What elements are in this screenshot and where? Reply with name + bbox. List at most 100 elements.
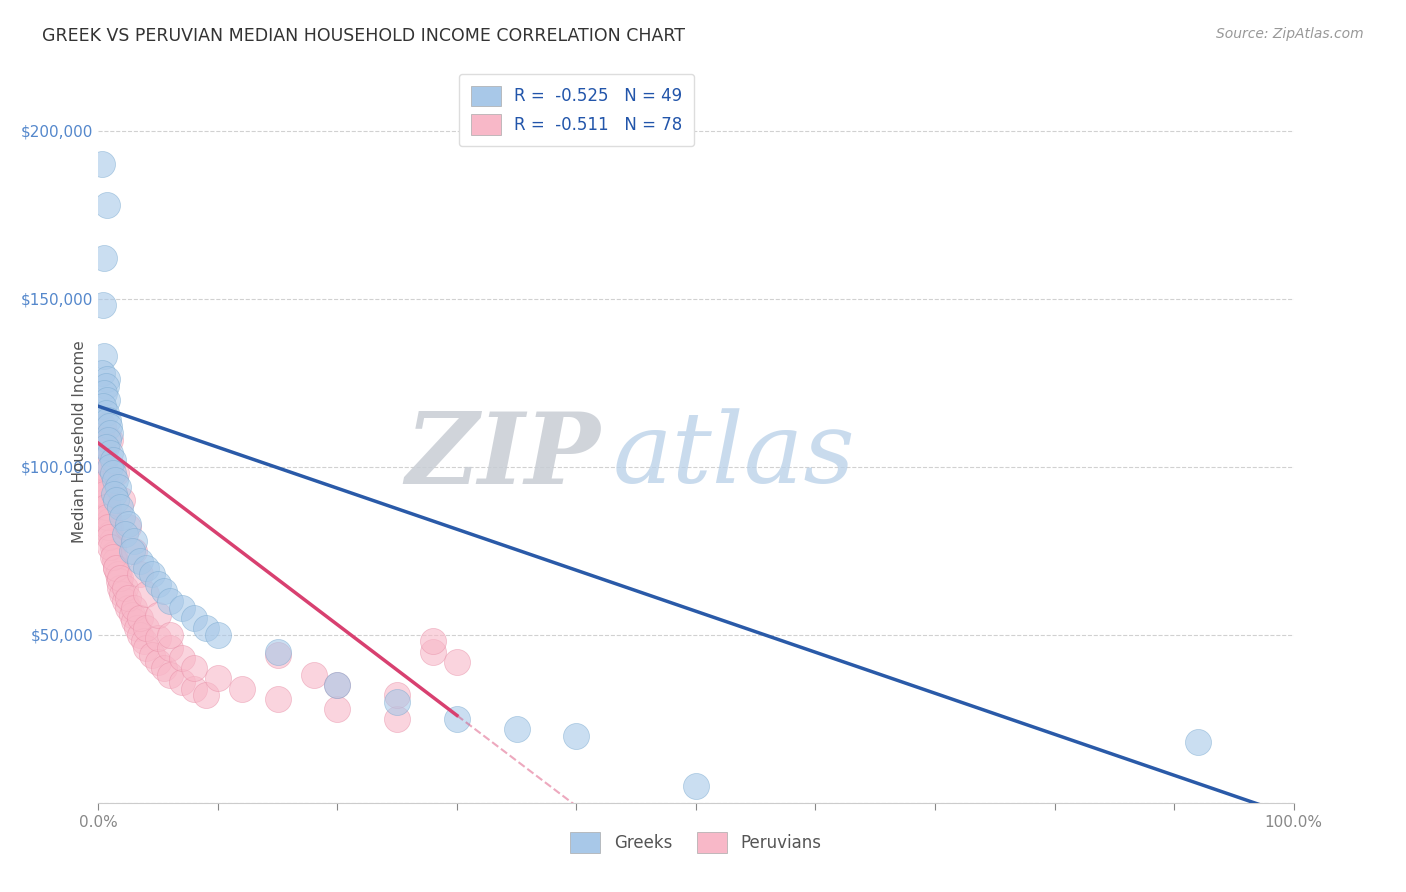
Point (101, 541, 124, 555)
Point (148, 655, 170, 669)
Point (124, 615, 146, 629)
Point (135, 641, 157, 656)
Point (91, 476, 114, 491)
Point (422, 634, 444, 648)
Point (114, 581, 136, 595)
Point (141, 648, 163, 662)
Point (121, 543, 143, 558)
Point (124, 533, 146, 548)
Point (103, 547, 125, 561)
Point (107, 480, 129, 494)
Point (96, 493, 118, 508)
Point (159, 641, 181, 656)
Point (98, 527, 122, 541)
Point (97, 507, 120, 521)
Point (326, 678, 349, 692)
Point (195, 688, 218, 702)
Point (129, 567, 152, 582)
Point (124, 543, 146, 558)
Point (114, 527, 136, 541)
Point (117, 520, 139, 534)
Point (105, 467, 128, 481)
Point (385, 688, 409, 702)
Point (111, 493, 134, 508)
Point (94, 476, 117, 491)
Point (94, 467, 117, 481)
Point (267, 691, 290, 706)
Point (129, 611, 152, 625)
Point (267, 644, 290, 658)
Point (159, 628, 181, 642)
Point (121, 607, 143, 622)
Point (326, 702, 349, 716)
Point (207, 628, 229, 642)
Point (132, 634, 155, 648)
Point (97, 433, 120, 447)
Point (94, 440, 117, 454)
Point (446, 655, 468, 669)
Point (91, 399, 114, 413)
Point (91, 157, 114, 171)
Point (195, 621, 218, 635)
Point (148, 631, 170, 645)
Point (91, 433, 114, 447)
Point (98, 426, 122, 441)
Point (93, 252, 115, 266)
Point (91, 298, 114, 312)
Point (183, 661, 205, 675)
Point (172, 600, 194, 615)
Point (135, 621, 157, 635)
Point (98, 541, 122, 555)
Point (98, 446, 122, 460)
Point (91, 366, 114, 380)
Point (108, 571, 131, 585)
Text: Source: ZipAtlas.com: Source: ZipAtlas.com (1216, 27, 1364, 41)
Point (125, 621, 148, 635)
Point (129, 554, 152, 568)
Point (105, 560, 128, 574)
Point (111, 587, 134, 601)
Point (98, 520, 122, 534)
Point (114, 594, 136, 608)
Point (93, 459, 115, 474)
Point (105, 493, 128, 508)
Point (98, 514, 121, 528)
Point (117, 516, 139, 531)
Point (93, 453, 115, 467)
Point (153, 584, 176, 599)
Point (153, 661, 176, 675)
Point (565, 729, 588, 743)
Point (385, 695, 409, 709)
Point (183, 681, 205, 696)
Point (207, 672, 229, 686)
Point (159, 594, 181, 608)
Point (108, 500, 131, 514)
Point (104, 473, 127, 487)
Point (107, 574, 129, 588)
Point (93, 349, 115, 363)
Point (96, 197, 118, 211)
Point (267, 648, 290, 662)
Point (385, 712, 409, 726)
Point (685, 779, 707, 793)
Point (231, 681, 253, 696)
Point (148, 577, 170, 591)
Point (1187, 735, 1209, 749)
Point (91, 459, 114, 474)
Point (94, 500, 117, 514)
Point (98, 433, 122, 447)
Point (93, 385, 115, 400)
Point (97, 520, 120, 534)
Text: atlas: atlas (613, 409, 855, 504)
Point (111, 510, 134, 524)
Point (105, 560, 128, 574)
Point (96, 483, 118, 498)
Text: ZIP: ZIP (405, 408, 600, 504)
Point (93, 486, 115, 500)
Point (148, 607, 170, 622)
Point (135, 560, 157, 574)
Point (141, 567, 163, 582)
Point (101, 467, 124, 481)
Point (98, 419, 121, 434)
Point (159, 668, 181, 682)
